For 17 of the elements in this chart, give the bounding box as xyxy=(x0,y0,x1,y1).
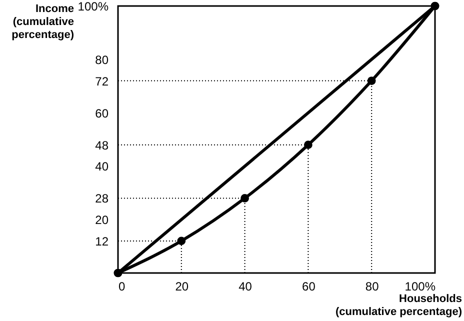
y-tick-label: 12 xyxy=(95,234,109,248)
y-tick-label: 20 xyxy=(95,213,109,228)
x-tick-label: 60 xyxy=(302,280,316,294)
x-tick-label: 40 xyxy=(238,280,252,294)
y-tick-label: 48 xyxy=(95,138,109,152)
y-tick-label: 72 xyxy=(95,74,109,88)
y-axis-title: Income (cumulative percentage) xyxy=(12,3,74,41)
x-axis-title: Households (cumulative percentage) xyxy=(335,293,462,318)
y-tick-label: 40 xyxy=(95,160,109,174)
x-tick-label: 0 xyxy=(118,280,126,294)
x-tick-label: 20 xyxy=(175,280,189,294)
y-tick-label: 28 xyxy=(95,192,109,206)
y-tick-label: 80 xyxy=(95,52,109,67)
y-tick-label: 60 xyxy=(95,106,109,120)
x-tick-label: 100% xyxy=(404,280,436,294)
y-tick-label: 100% xyxy=(78,0,109,14)
x-tick-label: 80 xyxy=(365,280,380,294)
